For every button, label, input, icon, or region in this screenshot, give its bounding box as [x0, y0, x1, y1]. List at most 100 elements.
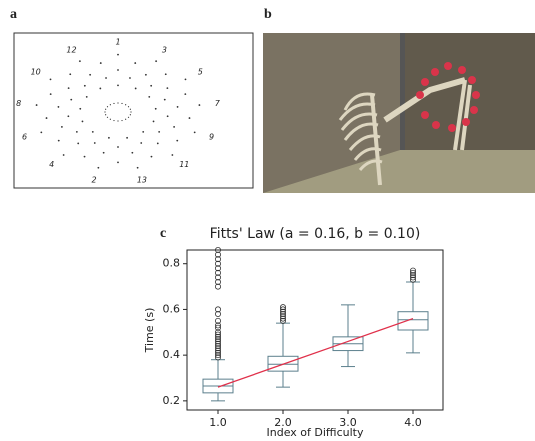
target-dot	[60, 125, 63, 128]
target-dot	[198, 104, 201, 106]
target-label: 10	[31, 68, 41, 77]
center-dot	[113, 119, 115, 122]
target-label: 1	[115, 38, 120, 47]
center-dot	[121, 119, 123, 122]
outlier	[214, 274, 221, 281]
outlier	[214, 324, 221, 331]
target-dot	[45, 117, 48, 119]
target-dot	[117, 53, 119, 56]
outlier	[214, 345, 221, 352]
outlier	[214, 331, 221, 338]
outlier	[409, 269, 416, 276]
outlier	[214, 265, 221, 272]
target-dot	[93, 142, 96, 144]
outlier	[214, 333, 221, 340]
target-dot	[105, 77, 107, 79]
target-dot	[78, 60, 81, 63]
center-dot	[125, 104, 127, 106]
target-dot	[40, 131, 43, 134]
target-label: 2	[92, 175, 97, 184]
target-dot	[150, 84, 153, 87]
target-dot	[67, 87, 70, 90]
center-dot	[117, 102, 119, 104]
target-dot	[67, 115, 70, 118]
target-dot	[163, 98, 166, 101]
box	[397, 311, 429, 331]
target-label: 8	[16, 99, 21, 108]
target-dot	[97, 166, 100, 169]
center-dot	[125, 118, 127, 120]
chart-title: Fitts' Law (a = 0.16, b = 0.10)	[210, 226, 421, 242]
target-dot	[69, 73, 72, 76]
target-dot	[144, 73, 147, 76]
panel-label: a	[10, 7, 17, 22]
target-dot	[49, 78, 52, 81]
outlier	[214, 317, 221, 324]
center-dot	[109, 118, 111, 120]
center-dot	[127, 116, 130, 118]
outlier	[214, 278, 221, 285]
target-dot	[140, 142, 143, 144]
outlier	[279, 306, 286, 313]
target-dot	[154, 107, 157, 110]
x-tick-label: 4.0	[404, 416, 422, 429]
target-dot	[57, 139, 60, 142]
target-dot	[126, 136, 128, 139]
plot-frame	[186, 249, 444, 411]
x-tick-label: 2.0	[274, 416, 292, 429]
outlier	[214, 352, 221, 359]
target-dot	[49, 93, 52, 96]
center-dot	[121, 102, 123, 105]
outlier	[214, 338, 221, 345]
outlier	[214, 306, 221, 313]
target-dot	[166, 115, 169, 118]
center-dot	[109, 104, 111, 106]
panel-label: b	[264, 7, 272, 22]
outlier	[279, 310, 286, 317]
outlier	[409, 267, 416, 274]
target-dot	[117, 69, 119, 71]
outlier	[214, 349, 221, 356]
target-dot	[155, 60, 158, 63]
outlier	[409, 276, 416, 283]
outlier	[214, 322, 221, 329]
target-label: 5	[198, 68, 203, 77]
target-dot	[171, 154, 174, 156]
center-dot	[113, 102, 115, 105]
x-tick-label: 1.0	[209, 416, 227, 429]
outlier	[214, 269, 221, 276]
outlier	[214, 347, 221, 354]
target-dot	[117, 161, 119, 164]
x-axis-label: Index of Difficulty	[267, 426, 364, 439]
target-dot	[117, 146, 119, 148]
target-dot	[83, 155, 86, 158]
panel-label: c	[160, 226, 166, 241]
outlier	[279, 315, 286, 322]
target-dot	[85, 95, 88, 98]
fit-line	[217, 317, 414, 388]
outlier	[214, 260, 221, 267]
target-dot	[173, 125, 176, 128]
target-dot	[83, 84, 86, 87]
target-dot	[184, 93, 187, 96]
outlier	[214, 310, 221, 317]
panel-a-frame	[13, 32, 254, 189]
target-dot	[70, 98, 73, 101]
target-dot	[152, 120, 155, 123]
outlier	[214, 251, 221, 258]
target-dot	[164, 73, 167, 76]
target-label: 13	[137, 175, 147, 184]
center-dot	[106, 116, 109, 118]
y-tick-label: 0.2	[163, 394, 181, 407]
target-dot	[77, 142, 80, 145]
center-dot	[117, 120, 119, 122]
center-dot	[105, 114, 107, 116]
y-tick-label: 0.8	[163, 257, 181, 270]
target-dot	[57, 106, 60, 108]
target-label: 11	[179, 160, 189, 169]
outlier	[409, 272, 416, 279]
target-dot	[75, 130, 78, 133]
target-dot	[193, 131, 196, 134]
